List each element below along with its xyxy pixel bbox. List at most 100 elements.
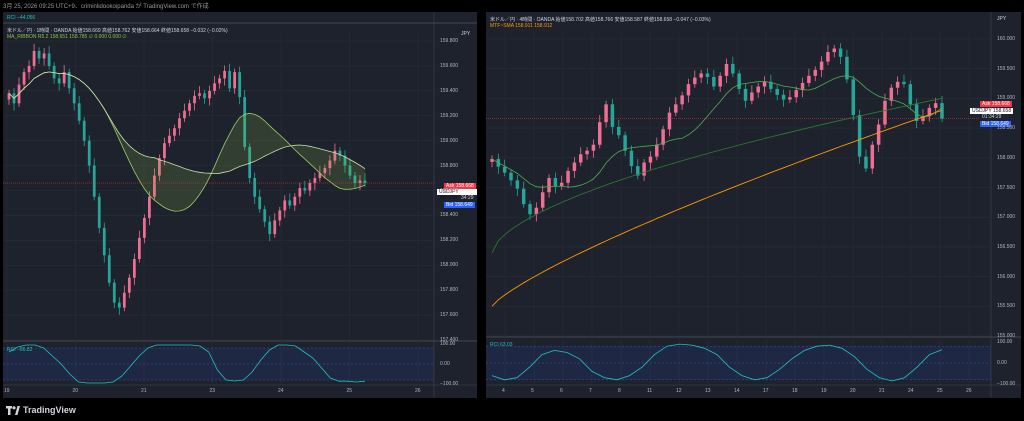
right-candle-body	[521, 188, 526, 205]
left-chart-panel[interactable]: RCI −44.056 JPY 米ドル／円 · 1時間 · OANDA 始値15…	[3, 12, 477, 398]
left-price-tick: 159.600	[440, 62, 459, 69]
right-time-tick: 14	[734, 388, 740, 394]
right-candle-body	[864, 156, 868, 169]
right-candle-body	[572, 162, 577, 171]
left-candle-body	[348, 165, 352, 176]
right-candle-body	[693, 77, 697, 85]
right-candle-body	[515, 180, 520, 189]
left-currency-label: JPY	[461, 31, 471, 37]
right-candle-body	[800, 82, 805, 91]
left-candle-body	[298, 188, 302, 197]
right-time-tick: 7	[589, 388, 592, 394]
left-candle-body	[233, 72, 237, 89]
left-price-tick: 158.600	[440, 187, 459, 194]
right-candle-body	[743, 88, 748, 101]
left-candle-body	[42, 53, 46, 59]
tradingview-logo[interactable]: TradingView	[6, 404, 76, 416]
left-time-tick: 23	[209, 388, 216, 394]
left-candle-body	[293, 196, 297, 206]
left-candle-body	[97, 196, 101, 228]
header-text: 3月 25, 2026 09:25 UTC+9、criminlidookoipa…	[3, 4, 209, 10]
right-candle-body	[769, 81, 773, 89]
left-candle-body	[137, 237, 141, 260]
right-candle-body	[540, 192, 545, 208]
left-candle-body	[263, 209, 267, 222]
left-time-tick: 19	[4, 388, 10, 394]
left-candle-body	[47, 53, 51, 66]
right-candle-body	[807, 75, 811, 83]
left-candle-body	[57, 78, 61, 84]
right-candle-body	[718, 75, 722, 87]
right-candle-body	[832, 48, 836, 53]
right-time-tick: 13	[705, 388, 711, 394]
footer-bar	[0, 398, 1024, 421]
right-candle-body	[547, 177, 551, 193]
right-rci-label: RCI 63.03	[490, 342, 513, 348]
right-rci-tick: 100.00	[997, 339, 1013, 345]
left-rci-band	[3, 348, 434, 380]
right-bid-tag: Bid 158.649	[980, 121, 1011, 127]
left-candle-body	[37, 50, 41, 59]
left-chart-svg[interactable]	[3, 12, 477, 398]
left-price-tick: 157.600	[440, 312, 459, 319]
right-candle-body	[534, 207, 539, 215]
right-candle-body	[895, 81, 900, 88]
top-bar: 3月 25, 2026 09:25 UTC+9、criminlidookoipa…	[0, 0, 1024, 12]
right-candle-body	[617, 126, 621, 136]
right-sma-slow	[491, 109, 943, 307]
left-rci-tick: −100.00	[440, 381, 459, 387]
right-time-tick: 4	[502, 388, 505, 394]
left-candle-body	[268, 221, 272, 235]
left-candle-body	[283, 200, 287, 211]
left-candle-body	[333, 150, 337, 161]
right-candle-body	[781, 94, 786, 100]
right-candle-body	[756, 86, 760, 93]
left-candle-body	[168, 135, 171, 144]
right-candle-body	[724, 63, 729, 76]
right-chart-panel[interactable]: JPY 米ドル／円 · 4時間 · OANDA 始値158.702 高値158.…	[486, 12, 1021, 398]
right-time-tick: 6	[560, 388, 563, 394]
left-price-tick: 159.800	[440, 38, 459, 44]
left-time-tick: 24	[278, 388, 284, 394]
right-candle-body	[686, 84, 691, 96]
right-candle-body	[509, 172, 513, 181]
left-candle-body	[163, 143, 166, 159]
right-candle-body	[762, 81, 767, 87]
left-candle-body	[248, 146, 252, 179]
brand-name: TradingView	[23, 405, 76, 415]
right-candle-body	[826, 52, 830, 62]
right-countdown-tag: 01:34:29	[980, 114, 1004, 120]
left-bid-tag: Bid 158.649	[444, 202, 475, 208]
right-candle-body	[902, 81, 906, 85]
right-candle-body	[933, 103, 938, 108]
left-candle-body	[303, 188, 307, 191]
left-candle-body	[328, 160, 332, 169]
right-candle-body	[623, 135, 627, 151]
right-candle-body	[851, 79, 856, 116]
right-candle-body	[610, 104, 615, 127]
right-symbol-tag: USDJPY 158.658	[970, 108, 1014, 114]
right-time-tick: 24	[908, 388, 914, 394]
left-candle-body	[148, 196, 151, 218]
left-rci-label: RCI −86.82	[7, 347, 33, 353]
right-candle-body	[940, 103, 944, 119]
left-price-tick: 158.800	[440, 162, 459, 169]
left-candle-body	[77, 103, 81, 121]
right-candle-body	[566, 170, 570, 183]
right-rci-line	[491, 343, 943, 382]
right-time-tick: 25	[937, 388, 943, 394]
right-candle-body	[914, 104, 919, 121]
left-candle-body	[208, 90, 211, 99]
left-candle-body	[7, 93, 11, 100]
right-candle-body	[750, 92, 754, 101]
right-rci-tick: −100.00	[997, 381, 1016, 387]
right-candle-body	[667, 112, 672, 130]
right-candle-body	[674, 104, 678, 113]
right-chart-svg[interactable]	[486, 12, 1021, 398]
left-price-tick: 159.400	[440, 87, 459, 94]
right-candle-body	[731, 63, 735, 74]
left-chart-title: 米ドル／円 · 1時間 · OANDA 始値158.669 高値158.762 …	[7, 28, 228, 34]
right-candle-body	[598, 122, 602, 145]
right-candle-body	[553, 177, 558, 187]
right-candle-body	[908, 84, 913, 105]
